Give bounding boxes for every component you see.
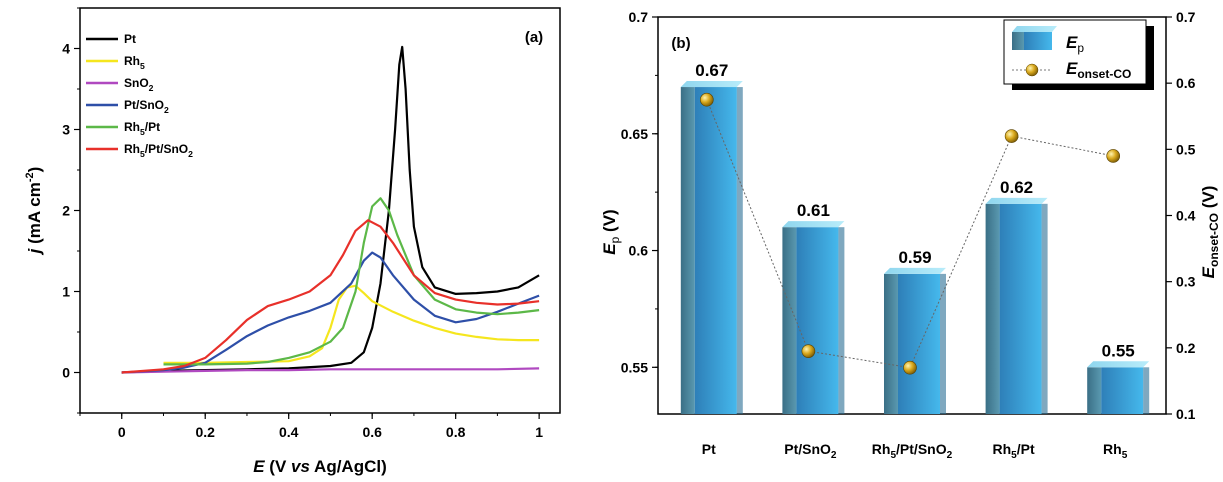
bar-pt-sno2: [782, 221, 845, 414]
legend-label-ep: Ep: [1066, 33, 1084, 55]
onset-line-b: [699, 92, 1120, 375]
category-label: Rh5: [1103, 441, 1128, 461]
y-tick-label-b: 0.65: [621, 126, 648, 142]
category-label: Pt: [702, 441, 716, 457]
onset-marker: [1106, 149, 1120, 163]
bar-pt: [680, 81, 743, 414]
legend-marker-onset: [1025, 63, 1039, 77]
legend-label-a: Pt/SnO2: [124, 98, 169, 115]
x-ticks-a: 0 0.2 0.4 0.6 0.8 1: [79, 413, 543, 440]
bar-rh5: [1087, 361, 1150, 414]
legend-bar-swatch: [1012, 26, 1057, 50]
onset-connector: [706, 99, 1114, 369]
bar-value-label: 0.59: [898, 248, 931, 267]
plot-frame-a: [79, 7, 561, 414]
legend-label-a: Rh5/Pt: [124, 120, 160, 137]
legend-label-a: Rh5: [124, 54, 145, 71]
category-label: Pt/SnO2: [784, 441, 837, 461]
y-tick-label-b: 0.7: [629, 9, 649, 25]
y-tick-label-a: 3: [62, 122, 70, 138]
bar-rh5-pt-sno2: [884, 267, 946, 414]
series-line-sno2: [121, 367, 540, 374]
y-tick-label-a: 1: [62, 284, 70, 300]
y-axis-label-b-right: Eonset-CO (V): [1199, 186, 1221, 279]
x-tick-label-a: 0.8: [446, 424, 466, 440]
series-line-rh5: [163, 284, 540, 364]
y-tick-label-b: 0.55: [621, 359, 648, 375]
onset-marker: [903, 360, 917, 375]
x-tick-label-a: 1: [535, 424, 543, 440]
onset-marker: [801, 344, 816, 358]
bar-value-label: 0.55: [1102, 341, 1135, 360]
panel-b: (b) 0.55 0.6 0.65 0.7 0.1 0.2 0.3 0.4 0.5 0.6 0.7: [600, 9, 1221, 461]
onset-marker: [699, 92, 714, 107]
y-ticks-b-right: 0.1 0.2 0.3 0.4 0.5 0.6 0.7: [1166, 9, 1196, 422]
series-line-pt-sno2: [121, 251, 540, 374]
x-tick-label-a: 0.2: [195, 424, 215, 440]
bar-value-label: 0.61: [797, 201, 830, 220]
legend-label-onset: Eonset-CO: [1066, 59, 1131, 81]
category-label: Rh5/Pt: [993, 441, 1036, 461]
series-line-rh5-pt: [163, 197, 540, 366]
y-axis-label-b-left: Ep (V): [600, 209, 622, 254]
legend-label-a: Rh5/Pt/SnO2: [124, 142, 193, 159]
panel-label-a: (a): [525, 29, 543, 46]
y2-tick-label-b: 0.3: [1176, 274, 1196, 290]
y-tick-label-b: 0.6: [629, 243, 649, 259]
y-ticks-a: 0 1 2 3 4: [62, 7, 80, 414]
x-tick-label-a: 0.4: [279, 424, 299, 440]
y-tick-label-a: 2: [62, 203, 70, 219]
onset-marker: [1004, 129, 1019, 143]
category-label: Rh5/Pt/SnO2: [872, 441, 953, 461]
y-axis-label-a: j (mA cm-2): [24, 167, 44, 256]
y2-tick-label-b: 0.1: [1176, 406, 1196, 422]
bars-b: 0.67 0.61 0.59 0.62 0.55: [680, 61, 1150, 414]
y-tick-label-a: 4: [62, 41, 70, 57]
x-tick-label-a: 0: [118, 424, 126, 440]
legend-a: Pt Rh5 SnO2 Pt/SnO2 Rh5/Pt Rh5/Pt/SnO2: [86, 32, 193, 159]
bar-value-label: 0.62: [1000, 178, 1033, 197]
panel-a: (a) 0 0.2 0.4 0.6 0.8 1 0 1 2 3 4 Pt Rh5 SnO2 Pt/SnO…: [24, 7, 561, 476]
x-tick-label-a: 0.6: [362, 424, 382, 440]
y2-tick-label-b: 0.4: [1176, 208, 1196, 224]
legend-label-a: Pt: [124, 32, 136, 46]
panel-label-b: (b): [671, 35, 690, 52]
series-lines-a: [121, 45, 540, 374]
bar-value-label: 0.67: [695, 61, 728, 80]
legend-b: Ep Eonset-CO: [1003, 19, 1154, 90]
y2-tick-label-b: 0.7: [1176, 9, 1196, 25]
categories-b: Pt Pt/SnO2 Rh5/Pt/SnO2 Rh5/Pt Rh5: [702, 441, 1128, 461]
legend-label-a: SnO2: [124, 76, 154, 93]
y2-tick-label-b: 0.6: [1176, 75, 1196, 91]
y-tick-label-a: 0: [62, 365, 70, 381]
series-line-rh5-pt-sno2: [121, 219, 540, 374]
bar-rh5-pt: [985, 197, 1048, 414]
y2-tick-label-b: 0.5: [1176, 141, 1196, 157]
y2-tick-label-b: 0.2: [1176, 340, 1196, 356]
x-axis-label-a: E (V vs Ag/AgCl): [253, 457, 387, 476]
y-ticks-b-left: 0.55 0.6 0.65 0.7: [621, 9, 658, 375]
series-line-pt: [121, 45, 540, 374]
